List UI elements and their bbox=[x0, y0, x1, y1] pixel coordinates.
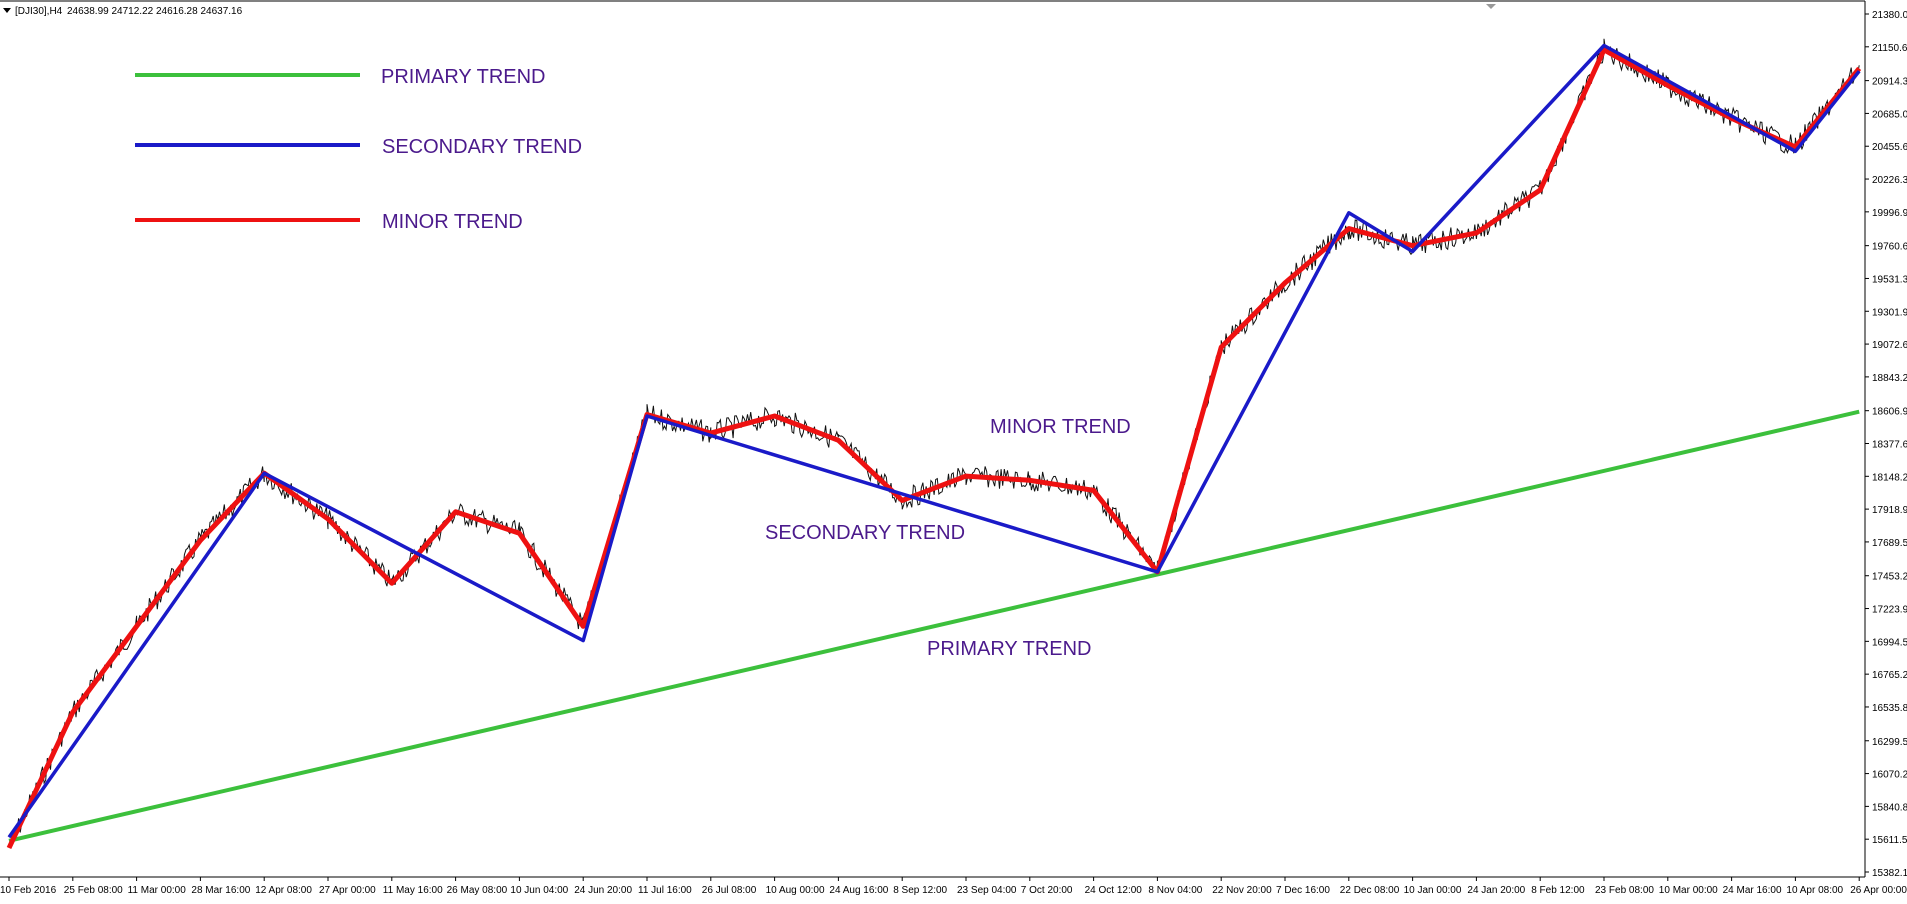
x-tick-label: 8 Sep 12:00 bbox=[893, 885, 947, 896]
legend-label-primary: PRIMARY TREND bbox=[381, 66, 545, 88]
x-tick-label: 23 Feb 08:00 bbox=[1595, 885, 1654, 896]
y-tick-label: 19301.95 bbox=[1872, 307, 1907, 318]
series-line-primary-trend bbox=[8, 409, 1860, 843]
y-tick-label: 18148.25 bbox=[1872, 472, 1907, 483]
x-tick-label: 22 Dec 08:00 bbox=[1340, 885, 1400, 896]
y-tick-label: 21380.00 bbox=[1872, 10, 1907, 21]
x-tick-label: 11 May 16:00 bbox=[383, 885, 443, 896]
y-tick-label: 15840.85 bbox=[1872, 802, 1907, 813]
x-tick-label: 10 Feb 2016 bbox=[0, 885, 57, 896]
x-tick-label: 23 Sep 04:00 bbox=[957, 885, 1017, 896]
x-tick-label: 27 Apr 00:00 bbox=[319, 885, 376, 896]
x-tick-label: 26 Apr 00:00 bbox=[1850, 885, 1907, 896]
y-tick-label: 20455.65 bbox=[1872, 142, 1907, 153]
header-ohlc: 24638.99 24712.22 24616.28 24637.16 bbox=[67, 6, 243, 17]
y-tick-label: 17689.55 bbox=[1872, 538, 1907, 549]
series-line-minor-trend bbox=[6, 47, 1862, 850]
price-bars bbox=[8, 38, 1860, 849]
x-tick-label: 24 Jun 20:00 bbox=[574, 885, 632, 896]
legend: PRIMARY TREND SECONDARY TREND MINOR TREN… bbox=[135, 66, 582, 233]
x-tick-label: 24 Oct 12:00 bbox=[1085, 885, 1143, 896]
y-tick-label: 15611.50 bbox=[1872, 835, 1907, 846]
y-tick-label: 16070.20 bbox=[1872, 770, 1907, 781]
annotation-primary-trend: PRIMARY TREND bbox=[927, 638, 1091, 660]
y-tick-label: 16299.55 bbox=[1872, 737, 1907, 748]
x-tick-label: 26 Jul 08:00 bbox=[702, 885, 757, 896]
x-tick-label: 8 Nov 04:00 bbox=[1148, 885, 1202, 896]
y-tick-label: 21150.65 bbox=[1872, 43, 1907, 54]
y-tick-label: 19531.30 bbox=[1872, 274, 1907, 285]
series-line-secondary-trend bbox=[7, 43, 1861, 839]
x-tick-label: 24 Jan 20:00 bbox=[1467, 885, 1525, 896]
x-tick-label: 24 Mar 16:00 bbox=[1723, 885, 1782, 896]
annotation-minor-trend: MINOR TREND bbox=[990, 416, 1131, 438]
y-tick-label: 17453.25 bbox=[1872, 572, 1907, 583]
x-tick-label: 12 Apr 08:00 bbox=[255, 885, 312, 896]
x-tick-label: 28 Mar 16:00 bbox=[191, 885, 250, 896]
price-line bbox=[8, 38, 1860, 849]
y-tick-label: 20226.30 bbox=[1872, 175, 1907, 186]
x-tick-label: 26 May 08:00 bbox=[447, 885, 508, 896]
x-tick-label: 10 Jan 00:00 bbox=[1404, 885, 1462, 896]
x-tick-label: 24 Aug 16:00 bbox=[829, 885, 888, 896]
header-symbol: [DJI30],H4 bbox=[15, 6, 63, 17]
y-tick-label: 19072.60 bbox=[1872, 340, 1907, 351]
x-tick-label: 7 Oct 20:00 bbox=[1021, 885, 1073, 896]
y-tick-label: 20914.35 bbox=[1872, 77, 1907, 88]
symbol-dropdown-icon[interactable] bbox=[3, 8, 11, 13]
y-tick-label: 18377.60 bbox=[1872, 439, 1907, 450]
y-tick-label: 16535.85 bbox=[1872, 703, 1907, 714]
x-tick-label: 25 Feb 08:00 bbox=[64, 885, 123, 896]
y-axis: 21380.00 21150.65 20914.35 20685.00 20455.65… bbox=[1865, 10, 1907, 879]
y-tick-label: 18843.25 bbox=[1872, 373, 1907, 384]
y-tick-label: 19760.65 bbox=[1872, 242, 1907, 253]
scroll-marker-icon[interactable] bbox=[1486, 4, 1496, 9]
y-tick-label: 17223.90 bbox=[1872, 605, 1907, 616]
x-tick-label: 8 Feb 12:00 bbox=[1531, 885, 1585, 896]
y-tick-label: 17918.90 bbox=[1872, 505, 1907, 516]
y-tick-label: 19996.95 bbox=[1872, 208, 1907, 219]
y-tick-label: 16765.20 bbox=[1872, 670, 1907, 681]
y-tick-label: 20685.00 bbox=[1872, 109, 1907, 120]
x-tick-label: 22 Nov 20:00 bbox=[1212, 885, 1272, 896]
x-tick-label: 7 Dec 16:00 bbox=[1276, 885, 1330, 896]
x-tick-label: 11 Mar 00:00 bbox=[128, 885, 187, 896]
y-tick-label: 18606.95 bbox=[1872, 407, 1907, 418]
legend-label-minor: MINOR TREND bbox=[382, 211, 523, 233]
x-tick-label: 10 Jun 04:00 bbox=[510, 885, 568, 896]
legend-label-secondary: SECONDARY TREND bbox=[382, 136, 582, 158]
x-tick-label: 10 Aug 00:00 bbox=[766, 885, 825, 896]
x-tick-label: 11 Jul 16:00 bbox=[638, 885, 692, 896]
x-tick-label: 10 Mar 00:00 bbox=[1659, 885, 1718, 896]
x-axis: 10 Feb 2016 25 Feb 08:00 11 Mar 00:00 28 Ma… bbox=[0, 877, 1907, 896]
y-tick-label: 15382.15 bbox=[1872, 868, 1907, 879]
y-tick-label: 16994.55 bbox=[1872, 637, 1907, 648]
x-tick-label: 10 Apr 08:00 bbox=[1786, 885, 1843, 896]
series-layer bbox=[6, 43, 1862, 850]
annotation-secondary-trend: SECONDARY TREND bbox=[765, 522, 965, 544]
